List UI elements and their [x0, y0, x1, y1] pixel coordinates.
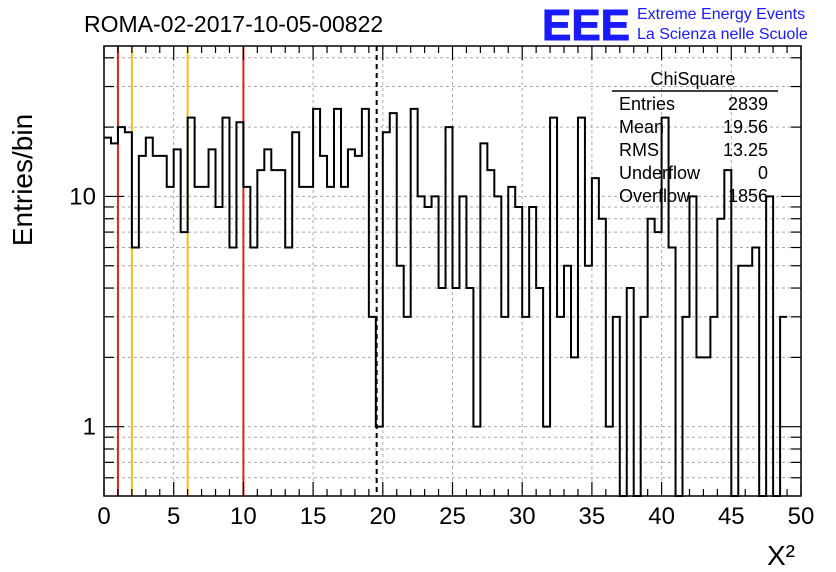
y-tick-label: 10	[69, 183, 96, 210]
x-tick-label: 40	[648, 503, 675, 530]
stats-value: 1856	[728, 186, 768, 206]
stats-value: 19.56	[723, 117, 768, 137]
x-tick-label: 5	[167, 503, 180, 530]
logo-line2: La Scienza nelle Scuole	[637, 26, 808, 43]
stats-label: RMS	[619, 140, 659, 160]
x-tick-label: 10	[230, 503, 257, 530]
histogram-series	[104, 107, 788, 497]
x-tick-label: 50	[788, 503, 815, 530]
y-axis-label: Entries/bin	[7, 114, 38, 246]
x-tick-label: 25	[439, 503, 466, 530]
stats-title: ChiSquare	[650, 69, 735, 89]
tick-labels: 0 5 10 15 20 25 30 35 40 45 50 1 10	[69, 183, 814, 530]
logo-mark: EEE	[542, 1, 630, 50]
axis-ticks	[103, 46, 802, 496]
stats-value: 2839	[728, 94, 768, 114]
x-tick-label: 15	[300, 503, 327, 530]
x-tick-label: 45	[718, 503, 745, 530]
y-tick-label: 1	[83, 414, 96, 441]
vertical-lines	[116, 46, 378, 496]
stats-label: Underflow	[619, 163, 701, 183]
stats-value: 13.25	[723, 140, 768, 160]
stats-label: Entries	[619, 94, 675, 114]
logo-line1: Extreme Energy Events	[637, 6, 805, 23]
stats-box: ChiSquare Entries 2839 Mean 19.56 RMS 13.25 Un…	[612, 69, 778, 206]
x-axis-label: X²	[767, 540, 795, 571]
stats-rows: Entries 2839 Mean 19.56 RMS 13.25 Underflow 0 Ov…	[619, 94, 768, 206]
stats-label: Mean	[619, 117, 664, 137]
x-tick-label: 30	[509, 503, 536, 530]
x-tick-label: 35	[579, 503, 606, 530]
x-tick-label: 0	[97, 503, 110, 530]
stats-value: 0	[758, 163, 768, 183]
stats-label: Overflow	[619, 186, 691, 206]
x-tick-label: 20	[369, 503, 396, 530]
chart-title: ROMA-02-2017-10-05-00822	[84, 11, 383, 37]
